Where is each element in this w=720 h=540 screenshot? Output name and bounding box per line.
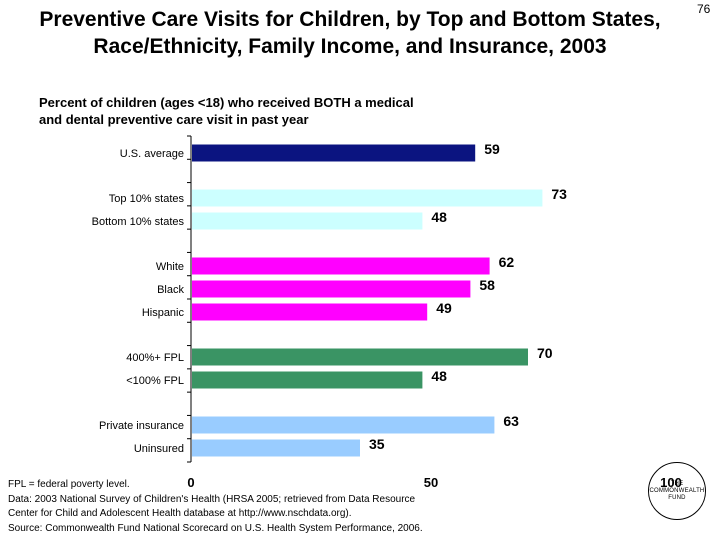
footnote-data: Data: 2003 National Survey of Children's… [8, 493, 416, 505]
footnote-fpl: FPL = federal poverty level. [8, 479, 130, 490]
bar [192, 348, 528, 366]
category-label: 400%+ FPL [126, 352, 184, 364]
value-label: 35 [369, 436, 385, 452]
subtitle-line-1: Percent of children (ages <18) who recei… [39, 95, 414, 110]
category-label: White [156, 261, 184, 273]
footnote-source: Source: Commonwealth Fund National Score… [8, 522, 423, 534]
category-label: <100% FPL [126, 375, 184, 387]
title-line-1: Preventive Care Visits for Children, by … [39, 8, 661, 31]
category-label: Private insurance [99, 420, 184, 432]
value-label: 48 [431, 209, 447, 225]
bar [192, 144, 476, 162]
x-tick-label: 50 [424, 475, 438, 490]
category-label: U.S. average [120, 148, 184, 160]
category-label: Bottom 10% states [92, 216, 185, 228]
bar [192, 371, 423, 389]
bar [192, 212, 423, 230]
category-label: Uninsured [134, 443, 184, 455]
value-label: 59 [484, 141, 500, 157]
value-label: 70 [537, 345, 553, 361]
commonwealth-fund-logo: THE COMMONWEALTH FUND [648, 462, 706, 520]
bar [192, 416, 495, 434]
subtitle-line-2: and dental preventive care visit in past… [39, 112, 309, 127]
footnotes: FPL = federal poverty level. Data: 2003 … [8, 478, 568, 536]
title-line-2: Race/Ethnicity, Family Income, and Insur… [93, 35, 607, 58]
bar [192, 257, 490, 275]
value-label: 58 [479, 277, 495, 293]
value-label: 62 [499, 254, 515, 270]
slide-number: 76 [697, 2, 711, 16]
value-label: 73 [551, 186, 567, 202]
category-label: Top 10% states [109, 193, 185, 205]
bar [192, 280, 471, 298]
logo-text: THE COMMONWEALTH FUND [649, 480, 705, 501]
bar [192, 439, 360, 457]
chart-title: Preventive Care Visits for Children, by … [0, 6, 700, 60]
category-label: Hispanic [142, 307, 185, 319]
value-label: 48 [431, 368, 447, 384]
bar [192, 303, 428, 321]
value-label: 49 [436, 300, 452, 316]
x-tick-label: 0 [187, 475, 194, 490]
value-label: 63 [503, 413, 519, 429]
chart-subtitle: Percent of children (ages <18) who recei… [39, 94, 559, 128]
bar [192, 189, 543, 207]
footnote-data-cont: Center for Child and Adolescent Health d… [8, 508, 352, 519]
category-label: Black [157, 284, 184, 296]
